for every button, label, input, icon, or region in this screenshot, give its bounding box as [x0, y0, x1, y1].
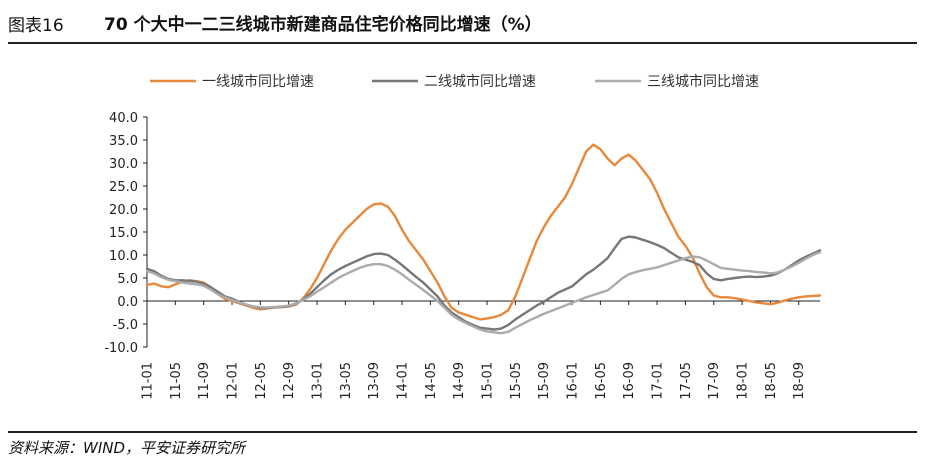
- series-layer: [145, 143, 822, 335]
- series-line-2: [145, 235, 822, 331]
- x-tick-label: 18-05: [764, 362, 779, 400]
- legend-label-1: 一线城市同比增速: [202, 73, 314, 90]
- y-tick-label: -5.0: [113, 318, 138, 333]
- x-tick-label: 14-01: [396, 362, 411, 400]
- top-rule: [8, 42, 917, 44]
- y-tick-label: 35.0: [109, 134, 138, 149]
- x-tick-label: 18-09: [792, 362, 807, 400]
- y-tick-label: 5.0: [117, 272, 138, 287]
- series-line-3: [145, 251, 822, 335]
- y-tick-label: 0.0: [117, 295, 138, 310]
- series-line-1: [145, 143, 822, 321]
- y-tick-label: 15.0: [109, 226, 138, 241]
- x-tick-label: 11-05: [169, 362, 184, 400]
- x-tick-label: 14-05: [424, 362, 439, 400]
- x-tick-label: 18-01: [736, 362, 751, 400]
- x-tick-label: 17-09: [707, 362, 722, 400]
- x-tick-label: 13-05: [339, 362, 354, 400]
- source-note: 资料来源：WIND，平安证券研究所: [8, 439, 246, 457]
- y-tick-label: 30.0: [109, 157, 138, 172]
- x-tick-label: 14-09: [452, 362, 467, 400]
- legend-label-3: 三线城市同比增速: [647, 73, 759, 90]
- x-tick-label: 13-01: [311, 362, 326, 400]
- axes-layer: 40.0 35.0 30.0 25.0 20.0 15.0 10.0 5.0 0.0 -5.0 -1…: [104, 111, 820, 400]
- figure-label: 图表16: [8, 16, 64, 36]
- x-tick-label: 15-05: [509, 362, 524, 400]
- x-tick-label: 13-09: [367, 362, 382, 400]
- legend: 一线城市同比增速 二线城市同比增速 三线城市同比增速: [150, 73, 759, 90]
- x-tick-label: 11-01: [141, 362, 156, 400]
- y-tick-label: 10.0: [109, 249, 138, 264]
- x-tick-label: 16-01: [566, 362, 581, 400]
- x-tick-label: 15-09: [537, 362, 552, 400]
- y-tick-label: 40.0: [109, 111, 138, 126]
- line-chart: 40.0 35.0 30.0 25.0 20.0 15.0 10.0 5.0 0.0 -5.0 -1…: [104, 73, 822, 400]
- x-tick-label: 11-09: [197, 362, 212, 400]
- legend-label-2: 二线城市同比增速: [424, 73, 536, 90]
- chart-title: 70 个大中一二三线城市新建商品住宅价格同比增速（%）: [104, 15, 542, 35]
- y-tick-label: 20.0: [109, 203, 138, 218]
- x-tick-label: 17-01: [651, 362, 666, 400]
- x-tick-label: 16-09: [622, 362, 637, 400]
- x-tick-label: 12-09: [282, 362, 297, 400]
- bottom-rule: [8, 431, 917, 433]
- x-tick-label: 12-01: [226, 362, 241, 400]
- x-tick-label: 12-05: [254, 362, 269, 400]
- x-tick-label: 17-05: [679, 362, 694, 400]
- x-tick-label: 16-05: [594, 362, 609, 400]
- y-tick-label: 25.0: [109, 180, 138, 195]
- y-tick-label: -10.0: [104, 341, 138, 356]
- x-tick-label: 15-01: [481, 362, 496, 400]
